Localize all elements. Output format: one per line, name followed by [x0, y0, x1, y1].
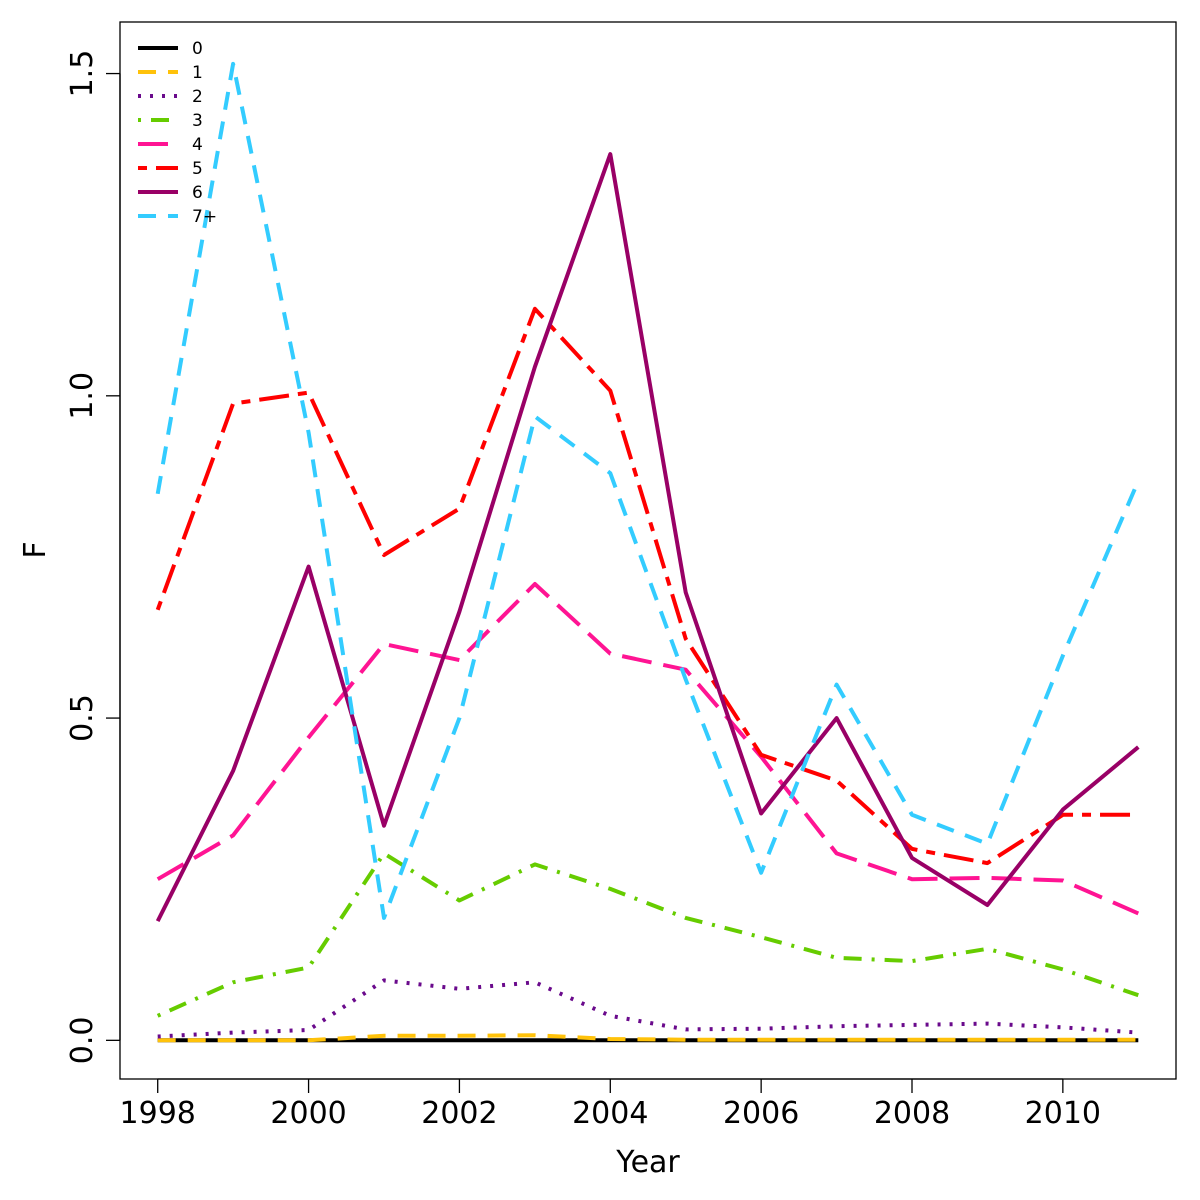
plot-frame	[119, 21, 1177, 1080]
x-tick-label: 2000	[270, 1096, 346, 1131]
series-line-6	[155, 152, 1140, 922]
legend-label: 0	[192, 39, 203, 59]
x-axis-title: Year	[615, 1145, 680, 1180]
series-layer	[155, 61, 1141, 1043]
legend-label: 7+	[192, 207, 217, 227]
legend-label: 1	[192, 63, 203, 83]
x-tick-label: 2004	[572, 1096, 648, 1131]
y-tick-label: 0.0	[65, 1016, 100, 1064]
y-tick-label: 1.5	[65, 50, 100, 98]
x-tick-label: 1998	[120, 1096, 196, 1131]
series-line-5	[155, 306, 1139, 866]
x-tick-label: 2006	[723, 1096, 799, 1131]
x-tick-label: 2010	[1025, 1096, 1101, 1131]
legend-label: 2	[192, 87, 203, 107]
legend-label: 4	[192, 135, 203, 155]
legend-label: 3	[192, 111, 203, 131]
x-axis: 1998 2000 2002 2004 2006 2008 2010	[120, 1078, 1101, 1131]
x-tick-label: 2002	[421, 1096, 497, 1131]
legend: 0 1 2 3 4 5 6 7+	[138, 39, 217, 227]
series-line-2	[157, 978, 1139, 1039]
series-line-1	[157, 1033, 1139, 1043]
x-tick-label: 2008	[874, 1096, 950, 1131]
y-tick-label: 1.0	[65, 372, 100, 420]
y-tick-label: 0.5	[65, 694, 100, 742]
y-axis-title: F	[18, 541, 53, 558]
y-axis: 0.0 0.5 1.0 1.5	[65, 50, 121, 1064]
series-line-4	[156, 582, 1140, 916]
legend-label: 5	[192, 159, 203, 179]
series-line-3	[156, 851, 1139, 1018]
legend-label: 6	[192, 183, 203, 203]
series-line-7plus	[155, 61, 1141, 920]
